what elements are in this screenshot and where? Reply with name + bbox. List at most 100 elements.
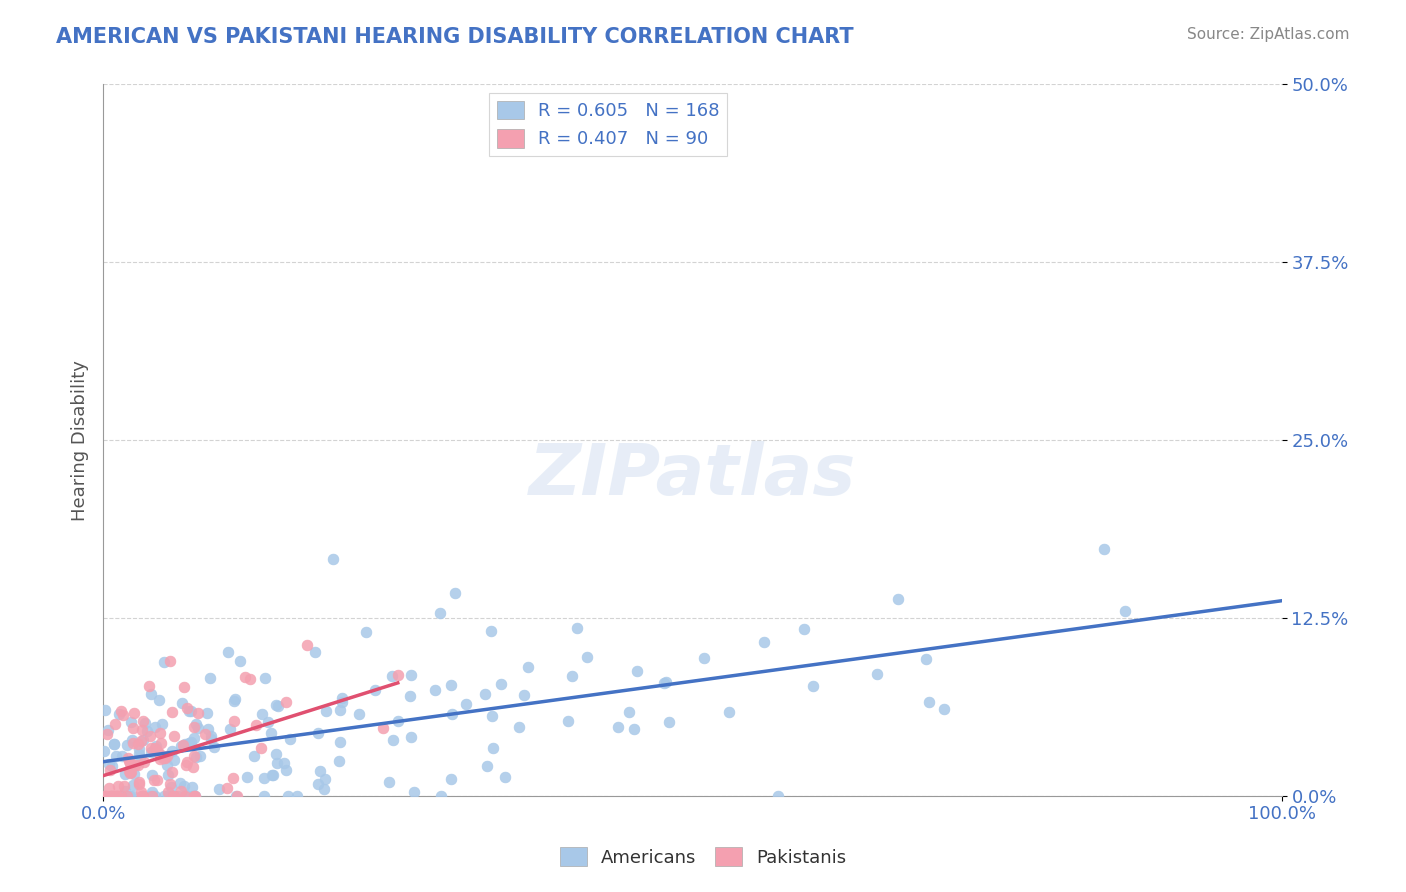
Point — [149, 726, 172, 740]
Point — [170, 739, 193, 754]
Point — [329, 735, 352, 749]
Point — [915, 652, 938, 666]
Point — [118, 789, 141, 803]
Point — [173, 789, 195, 803]
Point — [430, 789, 453, 803]
Point — [149, 752, 172, 766]
Point — [100, 789, 122, 803]
Point — [557, 714, 579, 729]
Point — [444, 585, 467, 599]
Point — [128, 741, 150, 756]
Point — [98, 756, 121, 771]
Point — [194, 727, 217, 741]
Point — [866, 667, 889, 681]
Point — [312, 782, 335, 797]
Point — [93, 789, 115, 803]
Point — [128, 774, 150, 789]
Point — [110, 789, 132, 803]
Point — [156, 749, 179, 764]
Point — [402, 785, 425, 799]
Point — [239, 672, 262, 686]
Point — [132, 733, 155, 747]
Point — [378, 775, 401, 789]
Point — [104, 717, 127, 731]
Point — [491, 676, 513, 690]
Point — [329, 703, 352, 717]
Point — [156, 768, 179, 782]
Point — [176, 757, 198, 772]
Point — [481, 708, 503, 723]
Point — [387, 714, 409, 728]
Point — [96, 789, 118, 803]
Point — [200, 729, 222, 743]
Point — [250, 707, 273, 722]
Point — [354, 625, 377, 640]
Point — [198, 671, 221, 685]
Point — [120, 714, 142, 729]
Point — [399, 667, 422, 681]
Point — [172, 696, 194, 710]
Point — [330, 690, 353, 705]
Point — [187, 721, 209, 735]
Point — [117, 738, 139, 752]
Point — [623, 722, 645, 736]
Point — [494, 771, 516, 785]
Point — [163, 754, 186, 768]
Point — [129, 734, 152, 748]
Point — [128, 777, 150, 791]
Point — [132, 714, 155, 729]
Point — [440, 706, 463, 721]
Point — [139, 745, 162, 759]
Point — [295, 638, 318, 652]
Point — [96, 727, 118, 741]
Point — [118, 755, 141, 769]
Point — [226, 789, 249, 803]
Point — [141, 784, 163, 798]
Point — [103, 737, 125, 751]
Point — [886, 591, 908, 606]
Point — [131, 789, 153, 803]
Point — [101, 789, 124, 803]
Point — [127, 737, 149, 751]
Point — [517, 659, 540, 673]
Point — [104, 749, 127, 764]
Text: Source: ZipAtlas.com: Source: ZipAtlas.com — [1187, 27, 1350, 42]
Point — [139, 729, 162, 743]
Point — [172, 738, 194, 752]
Point — [104, 789, 127, 803]
Point — [141, 789, 163, 803]
Point — [163, 729, 186, 743]
Point — [801, 680, 824, 694]
Point — [159, 780, 181, 794]
Point — [97, 723, 120, 737]
Point — [183, 748, 205, 763]
Point — [181, 760, 204, 774]
Point — [264, 747, 287, 761]
Point — [285, 789, 308, 803]
Point — [177, 704, 200, 718]
Point — [117, 750, 139, 764]
Point — [184, 717, 207, 731]
Point — [918, 696, 941, 710]
Point — [103, 737, 125, 751]
Point — [108, 789, 131, 803]
Point — [259, 726, 281, 740]
Point — [143, 721, 166, 735]
Point — [93, 744, 115, 758]
Point — [717, 705, 740, 719]
Point — [114, 783, 136, 797]
Point — [157, 785, 180, 799]
Point — [176, 789, 198, 803]
Point — [122, 767, 145, 781]
Point — [159, 654, 181, 668]
Point — [440, 772, 463, 786]
Point — [148, 746, 170, 760]
Point — [141, 687, 163, 701]
Point — [100, 789, 122, 803]
Point — [177, 736, 200, 750]
Point — [202, 739, 225, 754]
Y-axis label: Hearing Disability: Hearing Disability — [72, 359, 89, 521]
Point — [143, 740, 166, 755]
Point — [254, 671, 277, 685]
Legend: R = 0.605   N = 168, R = 0.407   N = 90: R = 0.605 N = 168, R = 0.407 N = 90 — [489, 94, 727, 155]
